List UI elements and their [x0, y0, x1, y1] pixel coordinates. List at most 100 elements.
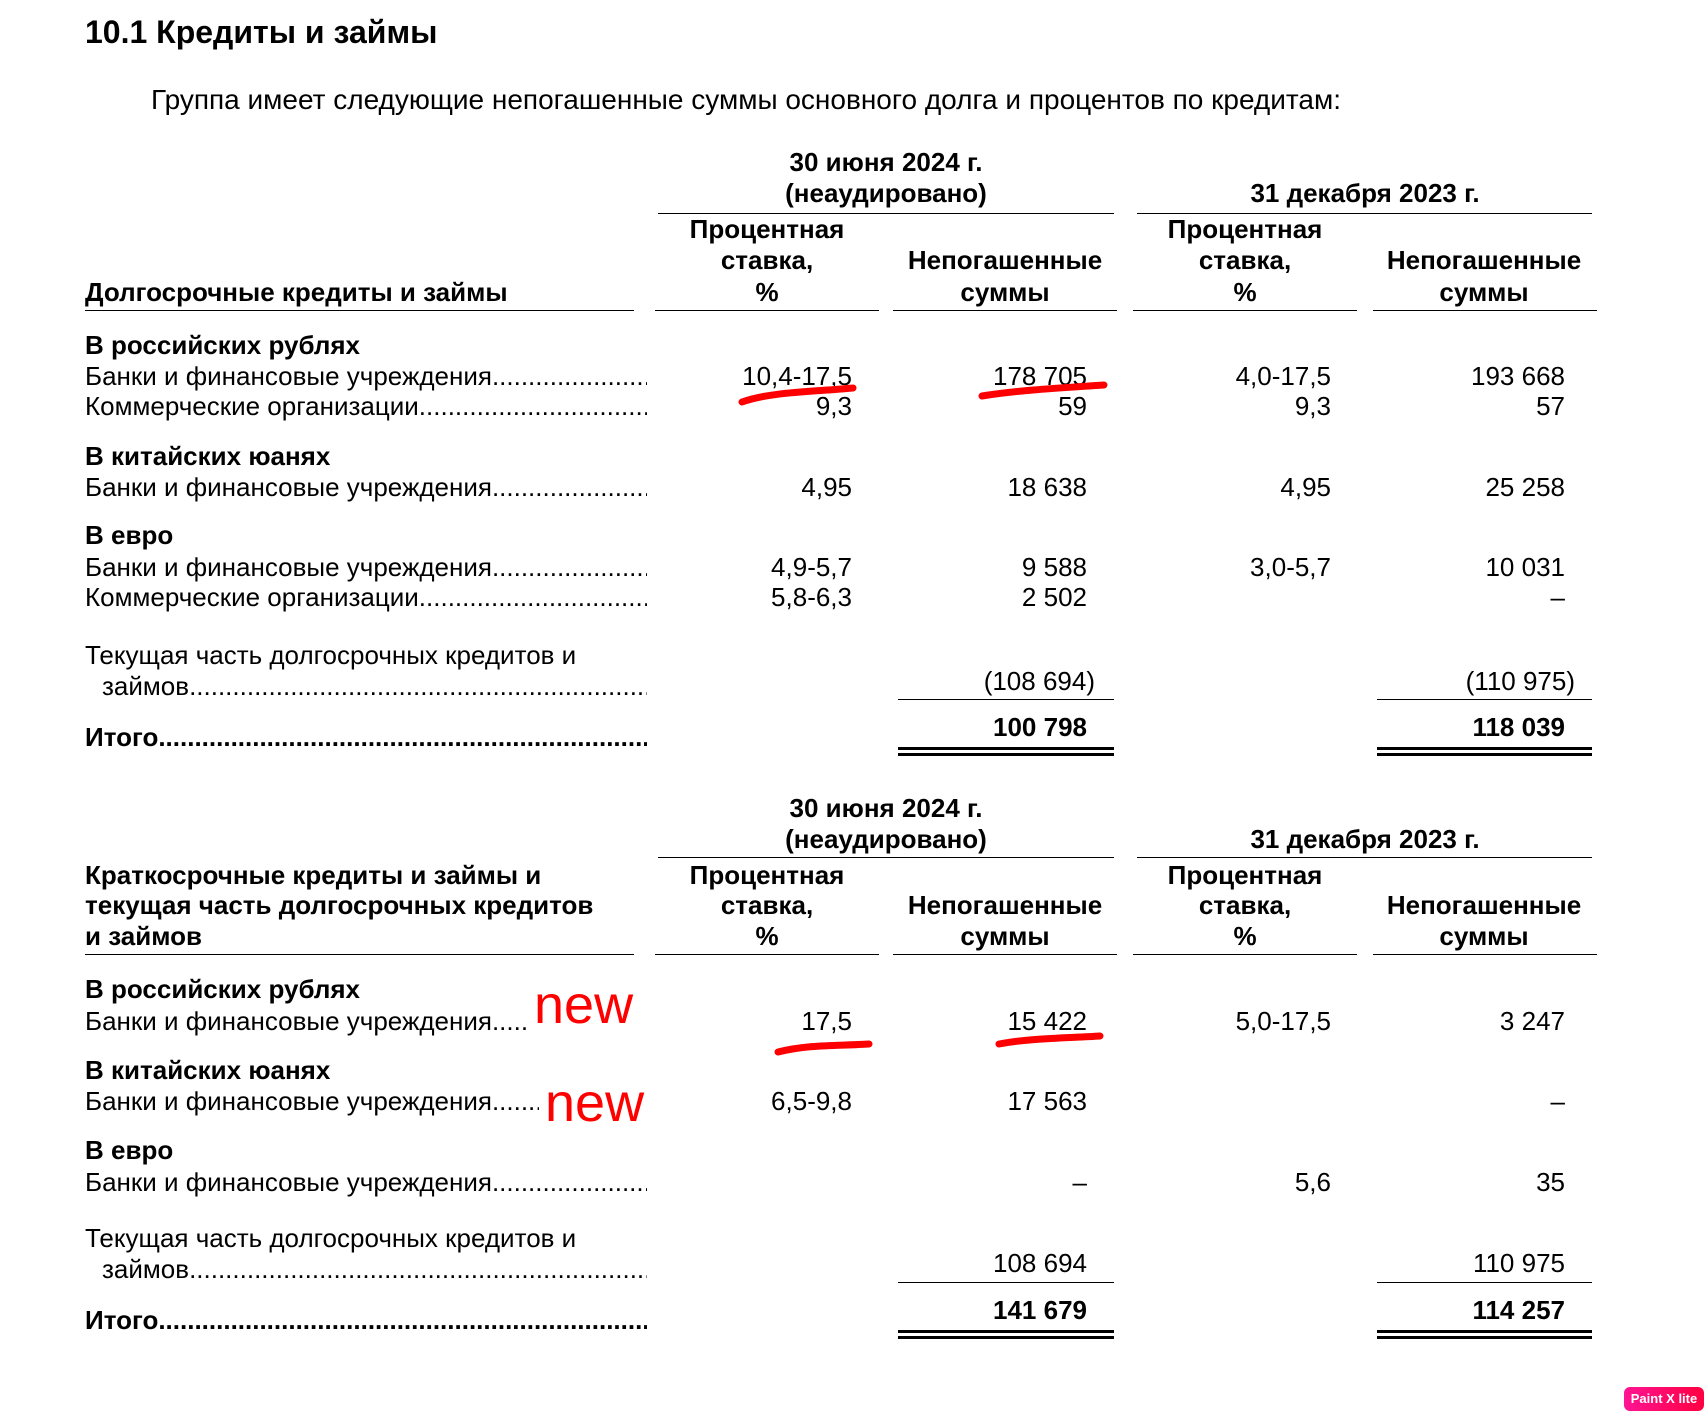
column-date-2023: 31 декабря 2023 г. — [1250, 178, 1480, 208]
row-label: Коммерческие организации — [85, 391, 419, 421]
amount-2023: – — [1550, 582, 1565, 612]
subtotal-rule — [898, 1282, 1114, 1283]
header-rule — [1373, 310, 1597, 311]
amount-2024: 18 638 — [1007, 472, 1087, 502]
column-date-2024-note: (неаудировано) — [785, 824, 987, 854]
total-label: Итого ..................................… — [85, 722, 647, 752]
rate-column-header: Процентная — [1167, 214, 1323, 244]
date-header-rule — [1137, 857, 1592, 858]
date-header-rule — [1137, 213, 1592, 214]
rate-column-header: Процентная — [689, 214, 845, 244]
row-label-7: Коммерческие организации ...............… — [85, 582, 647, 612]
row-label: Банки и финансовые учреждения — [85, 1006, 492, 1036]
amount-2023: 35 — [1536, 1167, 1565, 1197]
rate-2024: 10,4-17,5 — [742, 361, 852, 391]
amount-2024: 17 563 — [1007, 1086, 1087, 1116]
header-rule — [1133, 954, 1357, 955]
total-amount-2023: 118 039 — [1472, 712, 1565, 742]
currency-group-heading: В российских рублях — [85, 330, 361, 360]
dot-leader: ........................................… — [158, 1305, 647, 1335]
dot-leader: ........................................… — [189, 671, 647, 701]
header-rule — [85, 310, 634, 311]
amount-2024: 2 502 — [1021, 582, 1087, 612]
row-label: Коммерческие организации — [85, 582, 419, 612]
table-title: Долгосрочные кредиты и займы — [85, 277, 508, 307]
row-label: Банки и финансовые учреждения — [85, 361, 492, 391]
row-label: Банки и финансовые учреждения — [85, 472, 492, 502]
rate-2023: 3,0-5,7 — [1250, 552, 1331, 582]
amount-2023: 3 247 — [1499, 1006, 1565, 1036]
total-double-underline — [1377, 747, 1592, 756]
dot-leader: ........................................… — [491, 1006, 528, 1036]
red-underline-stroke — [978, 381, 1108, 400]
current-part-label: Текущая часть долгосрочных кредитов и — [85, 1223, 577, 1253]
amount-column-header: Непогашенные — [907, 890, 1103, 920]
row-label: займов — [102, 671, 190, 701]
subtotal-rule — [1377, 1282, 1592, 1283]
current-part-label-cont: займов .................................… — [102, 1254, 647, 1284]
row-label-1: Банки и финансовые учреждения ..........… — [85, 1006, 528, 1036]
dot-leader: ........................................… — [491, 1086, 539, 1116]
header-rule — [1373, 954, 1597, 955]
header-rule — [1133, 310, 1357, 311]
dot-leader: ........................................… — [491, 361, 647, 391]
red-underline-stroke — [774, 1040, 873, 1056]
currency-group-heading: В российских рублях — [85, 974, 361, 1004]
table-title: и займов — [85, 921, 202, 951]
row-label: Банки и финансовые учреждения — [85, 1086, 492, 1116]
column-date-2024: 30 июня 2024 г. — [789, 147, 983, 177]
header-rule — [655, 310, 879, 311]
header-rule — [893, 310, 1117, 311]
amount-2024: 59 — [1058, 391, 1087, 421]
amount-2024: 9 588 — [1021, 552, 1087, 582]
row-label-1: Банки и финансовые учреждения ..........… — [85, 361, 647, 391]
red-underline-stroke — [995, 1032, 1104, 1048]
amount-2024: – — [1072, 1167, 1087, 1197]
dot-leader: ........................................… — [189, 1254, 647, 1284]
header-rule — [85, 954, 634, 955]
rate-2023: 9,3 — [1294, 391, 1331, 421]
currency-group-heading: В китайских юанях — [85, 1055, 331, 1085]
amount-column-header: Непогашенные — [1386, 245, 1582, 275]
row-label: займов — [102, 1254, 190, 1284]
rate-2024: 4,9-5,7 — [771, 552, 852, 582]
rate-column-header: Процентная — [689, 860, 845, 890]
row-label-6: Банки и финансовые учреждения ..........… — [85, 552, 647, 582]
subtotal-rule — [898, 699, 1114, 700]
rate-column-header: Процентная — [1167, 860, 1323, 890]
new-annotation: new — [545, 1073, 645, 1133]
currency-group-heading: В евро — [85, 1135, 174, 1165]
rate-column-header: % — [755, 277, 779, 307]
rate-2023: 5,6 — [1294, 1167, 1331, 1197]
rate-2024: 9,3 — [815, 391, 852, 421]
currency-group-heading: В китайских юанях — [85, 441, 331, 471]
amount-column-header: суммы — [1439, 277, 1529, 307]
total-double-underline — [898, 1330, 1114, 1339]
amount-2023: – — [1550, 1086, 1565, 1116]
dot-leader: ........................................… — [418, 582, 647, 612]
new-annotation: new — [534, 975, 634, 1035]
row-label-4: Банки и финансовые учреждения ..........… — [85, 472, 647, 502]
rate-2023: 5,0-17,5 — [1235, 1006, 1331, 1036]
rate-column-header: ставка, — [1198, 890, 1292, 920]
dot-leader: ........................................… — [491, 552, 647, 582]
rate-column-header: ставка, — [720, 245, 814, 275]
amount-column-header: суммы — [960, 921, 1050, 951]
header-rule — [893, 954, 1117, 955]
header-rule — [655, 954, 879, 955]
row-label: Итого — [85, 722, 159, 752]
row-label: Банки и финансовые учреждения — [85, 1167, 492, 1197]
rate-2024: 4,95 — [801, 472, 852, 502]
total-double-underline — [1377, 1330, 1592, 1339]
current-part-amount-2024: 108 694 — [993, 1248, 1087, 1278]
table-title: текущая часть долгосрочных кредитов — [85, 890, 594, 920]
total-amount-2024: 100 798 — [993, 712, 1087, 742]
amount-2023: 57 — [1536, 391, 1565, 421]
paint-x-lite-watermark: Paint X lite — [1624, 1387, 1704, 1411]
amount-2023: 25 258 — [1485, 472, 1565, 502]
intro-text: Группа имеет следующие непогашенные сумм… — [151, 84, 1342, 115]
rate-2023: 4,0-17,5 — [1235, 361, 1331, 391]
date-header-rule — [658, 857, 1114, 858]
total-label: Итого ..................................… — [85, 1305, 647, 1335]
